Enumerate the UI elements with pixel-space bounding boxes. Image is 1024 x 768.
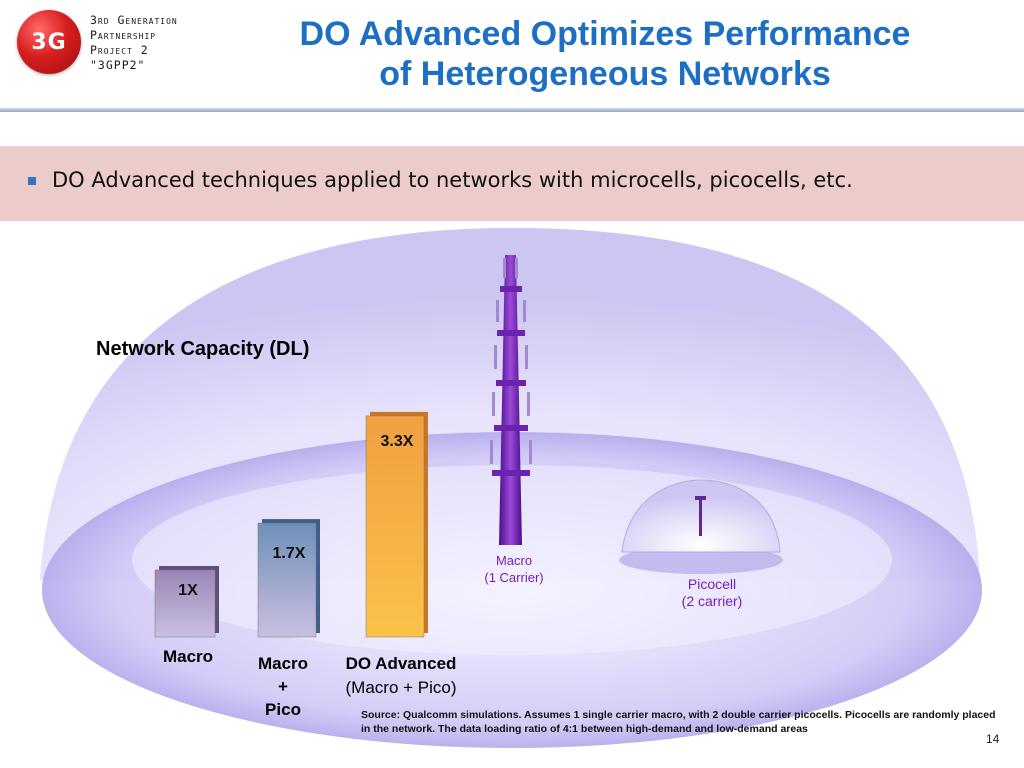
bar-value-label-do-advanced: 3.3X [380, 433, 414, 450]
chart-title: Network Capacity (DL) [96, 338, 310, 360]
macro-tower-label-line2: (1 Carrier) [484, 570, 544, 585]
macro-tower-icon [490, 255, 532, 545]
bar-value-label-macro: 1X [178, 582, 198, 599]
category-macro-pico-line1: Macro [257, 654, 309, 673]
capacity-bar-2 [365, 415, 425, 638]
picocell-label-line2: (2 carrier) [681, 593, 743, 609]
title-line-1: DO Advanced Optimizes Performance [299, 15, 911, 53]
capacity-bar-0 [154, 569, 216, 638]
category-label-do-advanced: DO Advanced (Macro + Pico) [326, 652, 476, 700]
network-illustration [40, 228, 982, 748]
bullet-band: DO Advanced techniques applied to networ… [0, 146, 1024, 221]
title-line-2: of Heterogeneous Networks [379, 55, 831, 93]
header-divider [0, 108, 1024, 112]
logo-text: 3rd Generation Partnership Project 2 "3G… [90, 13, 178, 72]
picocell-label: Picocell (2 carrier) [660, 576, 764, 610]
page-number: 14 [986, 732, 1000, 746]
3gpp2-logo: 3G [17, 10, 81, 74]
bullet-text: DO Advanced techniques applied to networ… [52, 168, 853, 192]
category-macro-pico-line2: + [278, 677, 288, 696]
category-do-advanced-line2: (Macro + Pico) [345, 678, 457, 697]
category-label-macro: Macro [148, 647, 228, 667]
capacity-bar-1 [257, 522, 317, 638]
category-do-advanced-line1: DO Advanced [345, 654, 457, 673]
macro-tower-label-line1: Macro [495, 553, 533, 568]
macro-tower-label: Macro (1 Carrier) [464, 552, 564, 586]
picocell-label-line1: Picocell [687, 576, 737, 592]
category-label-macro-pico: Macro + Pico [246, 652, 320, 721]
slide-title: DO Advanced Optimizes Performance of Het… [240, 14, 970, 94]
capacity-bar-chart [154, 411, 428, 638]
bullet-square-icon [28, 177, 36, 185]
source-footnote: Source: Qualcomm simulations. Assumes 1 … [361, 709, 996, 735]
bar-value-label-macro-pico: 1.7X [272, 545, 306, 562]
category-macro-pico-line3: Pico [265, 700, 301, 719]
logo-mark: 3G [31, 29, 67, 55]
slide-header: 3G 3rd Generation Partnership Project 2 … [0, 0, 1024, 112]
category-macro-line1: Macro [162, 647, 214, 666]
